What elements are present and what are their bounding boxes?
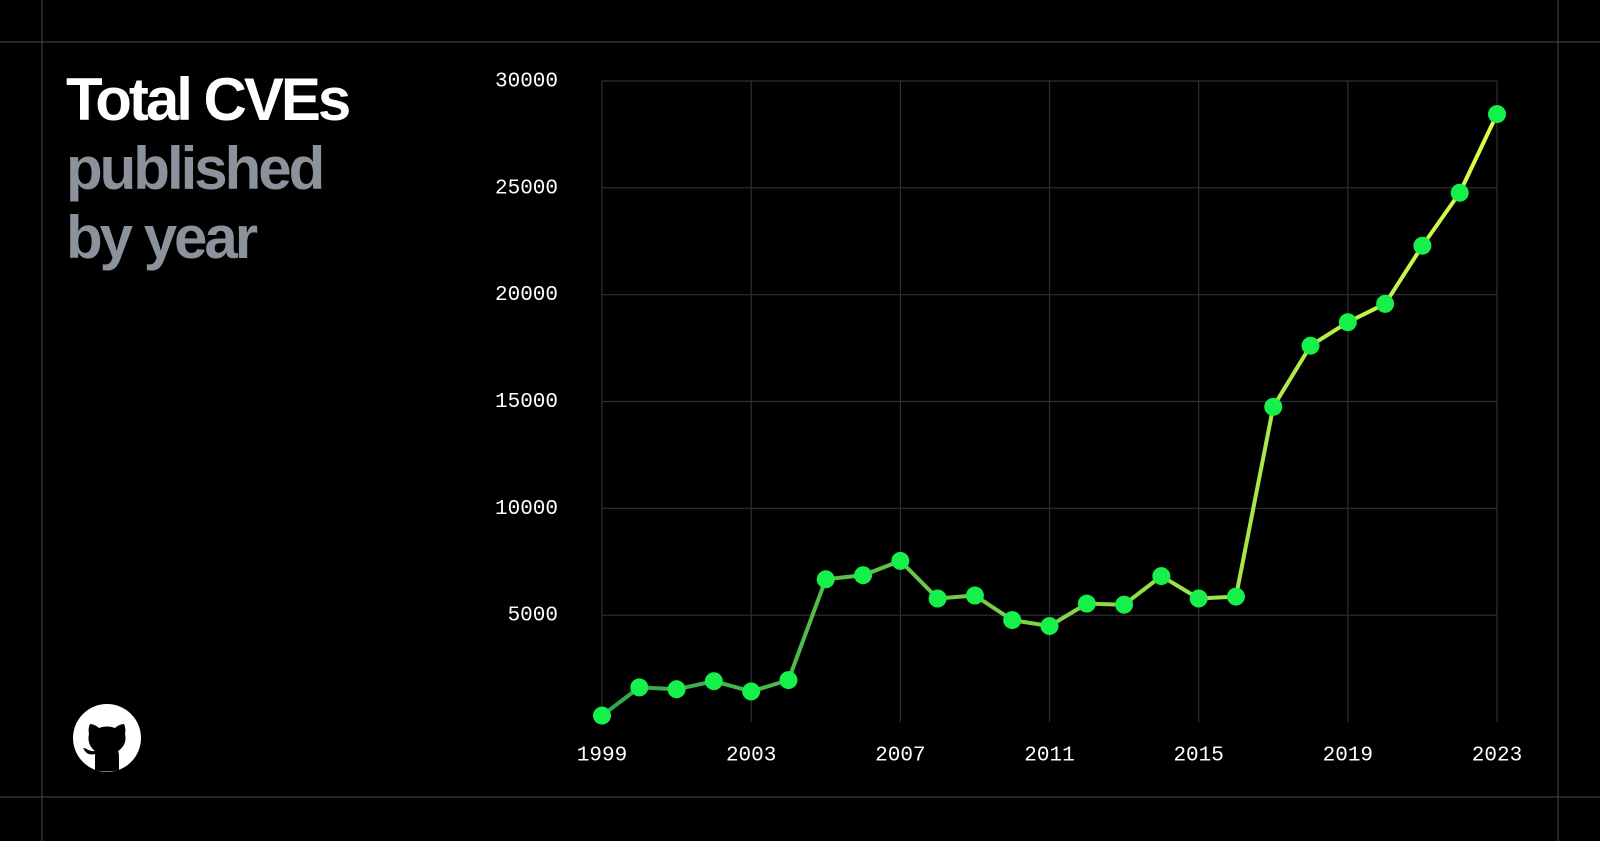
github-logo bbox=[73, 704, 141, 772]
data-point bbox=[1264, 397, 1283, 416]
data-point bbox=[928, 589, 947, 608]
y-tick-label: 30000 bbox=[495, 71, 558, 94]
y-tick-label: 20000 bbox=[495, 284, 558, 307]
data-point bbox=[1115, 595, 1134, 614]
data-point bbox=[742, 682, 761, 701]
data-point bbox=[854, 566, 873, 585]
data-point bbox=[1338, 313, 1357, 332]
y-tick-label: 25000 bbox=[495, 177, 558, 200]
data-point bbox=[1301, 336, 1320, 355]
data-point bbox=[704, 672, 723, 691]
data-point bbox=[630, 678, 649, 697]
y-tick-label: 10000 bbox=[495, 498, 558, 521]
data-point bbox=[1226, 587, 1245, 606]
x-tick-label: 2011 bbox=[1024, 745, 1074, 768]
chart-subtitle: by year bbox=[66, 204, 258, 271]
x-tick-label: 2019 bbox=[1323, 745, 1373, 768]
data-point bbox=[1152, 567, 1171, 586]
data-point bbox=[1077, 594, 1096, 613]
chart-title: Total CVEs bbox=[66, 66, 349, 133]
y-tick-label: 15000 bbox=[495, 391, 558, 414]
data-point bbox=[1450, 183, 1469, 202]
data-point bbox=[891, 551, 910, 570]
x-tick-label: 2023 bbox=[1472, 745, 1522, 768]
data-point bbox=[779, 671, 798, 690]
y-tick-label: 5000 bbox=[508, 605, 558, 628]
x-tick-label: 1999 bbox=[577, 745, 627, 768]
data-point bbox=[1189, 589, 1208, 608]
x-tick-label: 2015 bbox=[1173, 745, 1223, 768]
data-point bbox=[965, 586, 984, 605]
data-point bbox=[593, 706, 611, 725]
data-point bbox=[1003, 611, 1022, 630]
x-tick-label: 2007 bbox=[875, 745, 925, 768]
data-point bbox=[1040, 617, 1059, 636]
x-tick-label: 2003 bbox=[726, 745, 776, 768]
data-point bbox=[1413, 236, 1432, 255]
data-point bbox=[1488, 105, 1506, 124]
data-point bbox=[816, 570, 835, 589]
data-point bbox=[667, 680, 686, 699]
chart-subtitle: published bbox=[66, 135, 322, 202]
plot-area: 5000 10000 15000 20000 25000 30000 1999 2003 200… bbox=[495, 71, 1522, 768]
data-point bbox=[1376, 294, 1395, 313]
